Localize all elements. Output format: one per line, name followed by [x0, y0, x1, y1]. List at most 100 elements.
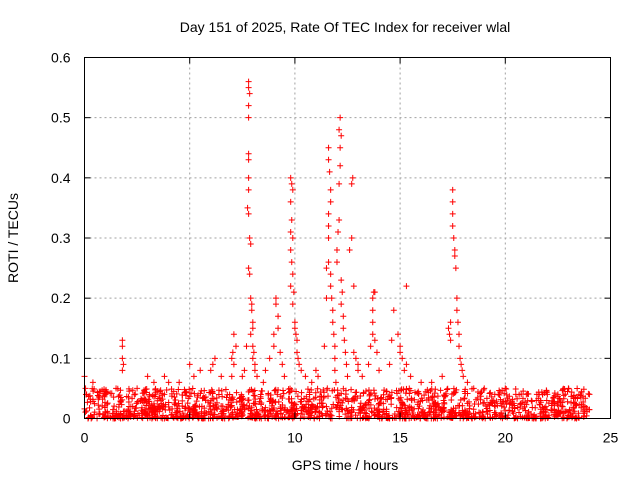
data-point	[251, 414, 258, 421]
data-point	[259, 405, 266, 412]
data-point	[291, 406, 298, 413]
data-point	[141, 395, 148, 402]
data-point	[334, 387, 341, 394]
data-point	[86, 404, 93, 411]
data-point	[350, 283, 357, 290]
data-point	[174, 405, 181, 412]
data-point	[444, 385, 451, 392]
data-point	[319, 400, 326, 407]
data-point	[324, 408, 331, 415]
data-point	[322, 412, 329, 419]
data-point	[357, 393, 364, 400]
data-point	[239, 373, 246, 380]
data-point	[239, 396, 246, 403]
data-point	[343, 361, 350, 368]
data-point	[574, 385, 581, 392]
data-point	[246, 271, 253, 278]
data-point	[488, 393, 495, 400]
y-tick-label: 0.2	[51, 290, 71, 306]
data-point	[315, 373, 322, 380]
data-point	[359, 405, 366, 412]
data-point	[398, 400, 405, 407]
data-point	[250, 392, 257, 399]
data-point	[402, 405, 409, 412]
data-point	[564, 398, 571, 405]
data-point	[544, 391, 551, 398]
data-point	[214, 406, 221, 413]
data-point	[471, 414, 478, 421]
data-point	[376, 367, 383, 374]
data-point	[425, 396, 432, 403]
data-point	[369, 331, 376, 338]
data-point	[117, 410, 124, 417]
data-point	[90, 388, 97, 395]
data-point	[296, 361, 303, 368]
data-point	[131, 408, 138, 415]
data-point	[352, 355, 359, 362]
data-point	[421, 392, 428, 399]
data-point	[372, 395, 379, 402]
data-point	[251, 400, 258, 407]
data-point	[248, 301, 255, 308]
data-point	[519, 395, 526, 402]
data-point	[367, 343, 374, 350]
data-point	[385, 393, 392, 400]
data-point	[191, 390, 198, 397]
data-point	[209, 390, 216, 397]
data-point	[309, 406, 316, 413]
grid-lines	[84, 57, 611, 419]
data-point	[461, 409, 468, 416]
data-point	[418, 409, 425, 416]
data-point	[333, 259, 340, 266]
data-point	[325, 259, 332, 266]
data-point	[211, 355, 218, 362]
data-point	[119, 337, 126, 344]
data-point	[308, 379, 315, 386]
data-point	[299, 403, 306, 410]
data-point	[157, 387, 164, 394]
data-point	[523, 391, 530, 398]
data-point	[325, 210, 332, 217]
data-point	[350, 349, 357, 356]
data-point	[241, 367, 248, 374]
data-point	[451, 389, 458, 396]
data-point	[460, 373, 467, 380]
data-point	[371, 289, 378, 296]
y-axis-label: ROTI / TECUs	[5, 193, 21, 283]
data-point	[288, 395, 295, 402]
data-point	[222, 412, 229, 419]
data-point	[327, 271, 334, 278]
data-point	[473, 396, 480, 403]
data-point	[465, 414, 472, 421]
data-point	[104, 408, 111, 415]
data-point	[360, 389, 367, 396]
data-point	[550, 411, 557, 418]
data-point	[518, 399, 525, 406]
data-point	[229, 394, 236, 401]
data-point	[275, 313, 282, 320]
data-point	[272, 301, 279, 308]
data-point	[143, 399, 150, 406]
data-point	[565, 409, 572, 416]
data-point	[351, 395, 358, 402]
data-point	[144, 373, 151, 380]
data-point	[203, 410, 210, 417]
data-point	[407, 373, 414, 380]
y-tick-label: 0	[63, 411, 71, 427]
data-point	[564, 414, 571, 421]
data-point	[298, 407, 305, 414]
data-point	[292, 331, 299, 338]
data-point	[99, 403, 106, 410]
data-point	[540, 409, 547, 416]
data-point	[332, 404, 339, 411]
data-point	[257, 401, 264, 408]
data-point	[118, 401, 125, 408]
data-point	[555, 412, 562, 419]
data-point	[228, 411, 235, 418]
data-point	[152, 385, 159, 392]
data-point	[207, 367, 214, 374]
data-point	[312, 367, 319, 374]
data-point	[277, 349, 284, 356]
data-point	[331, 343, 338, 350]
data-point	[334, 392, 341, 399]
